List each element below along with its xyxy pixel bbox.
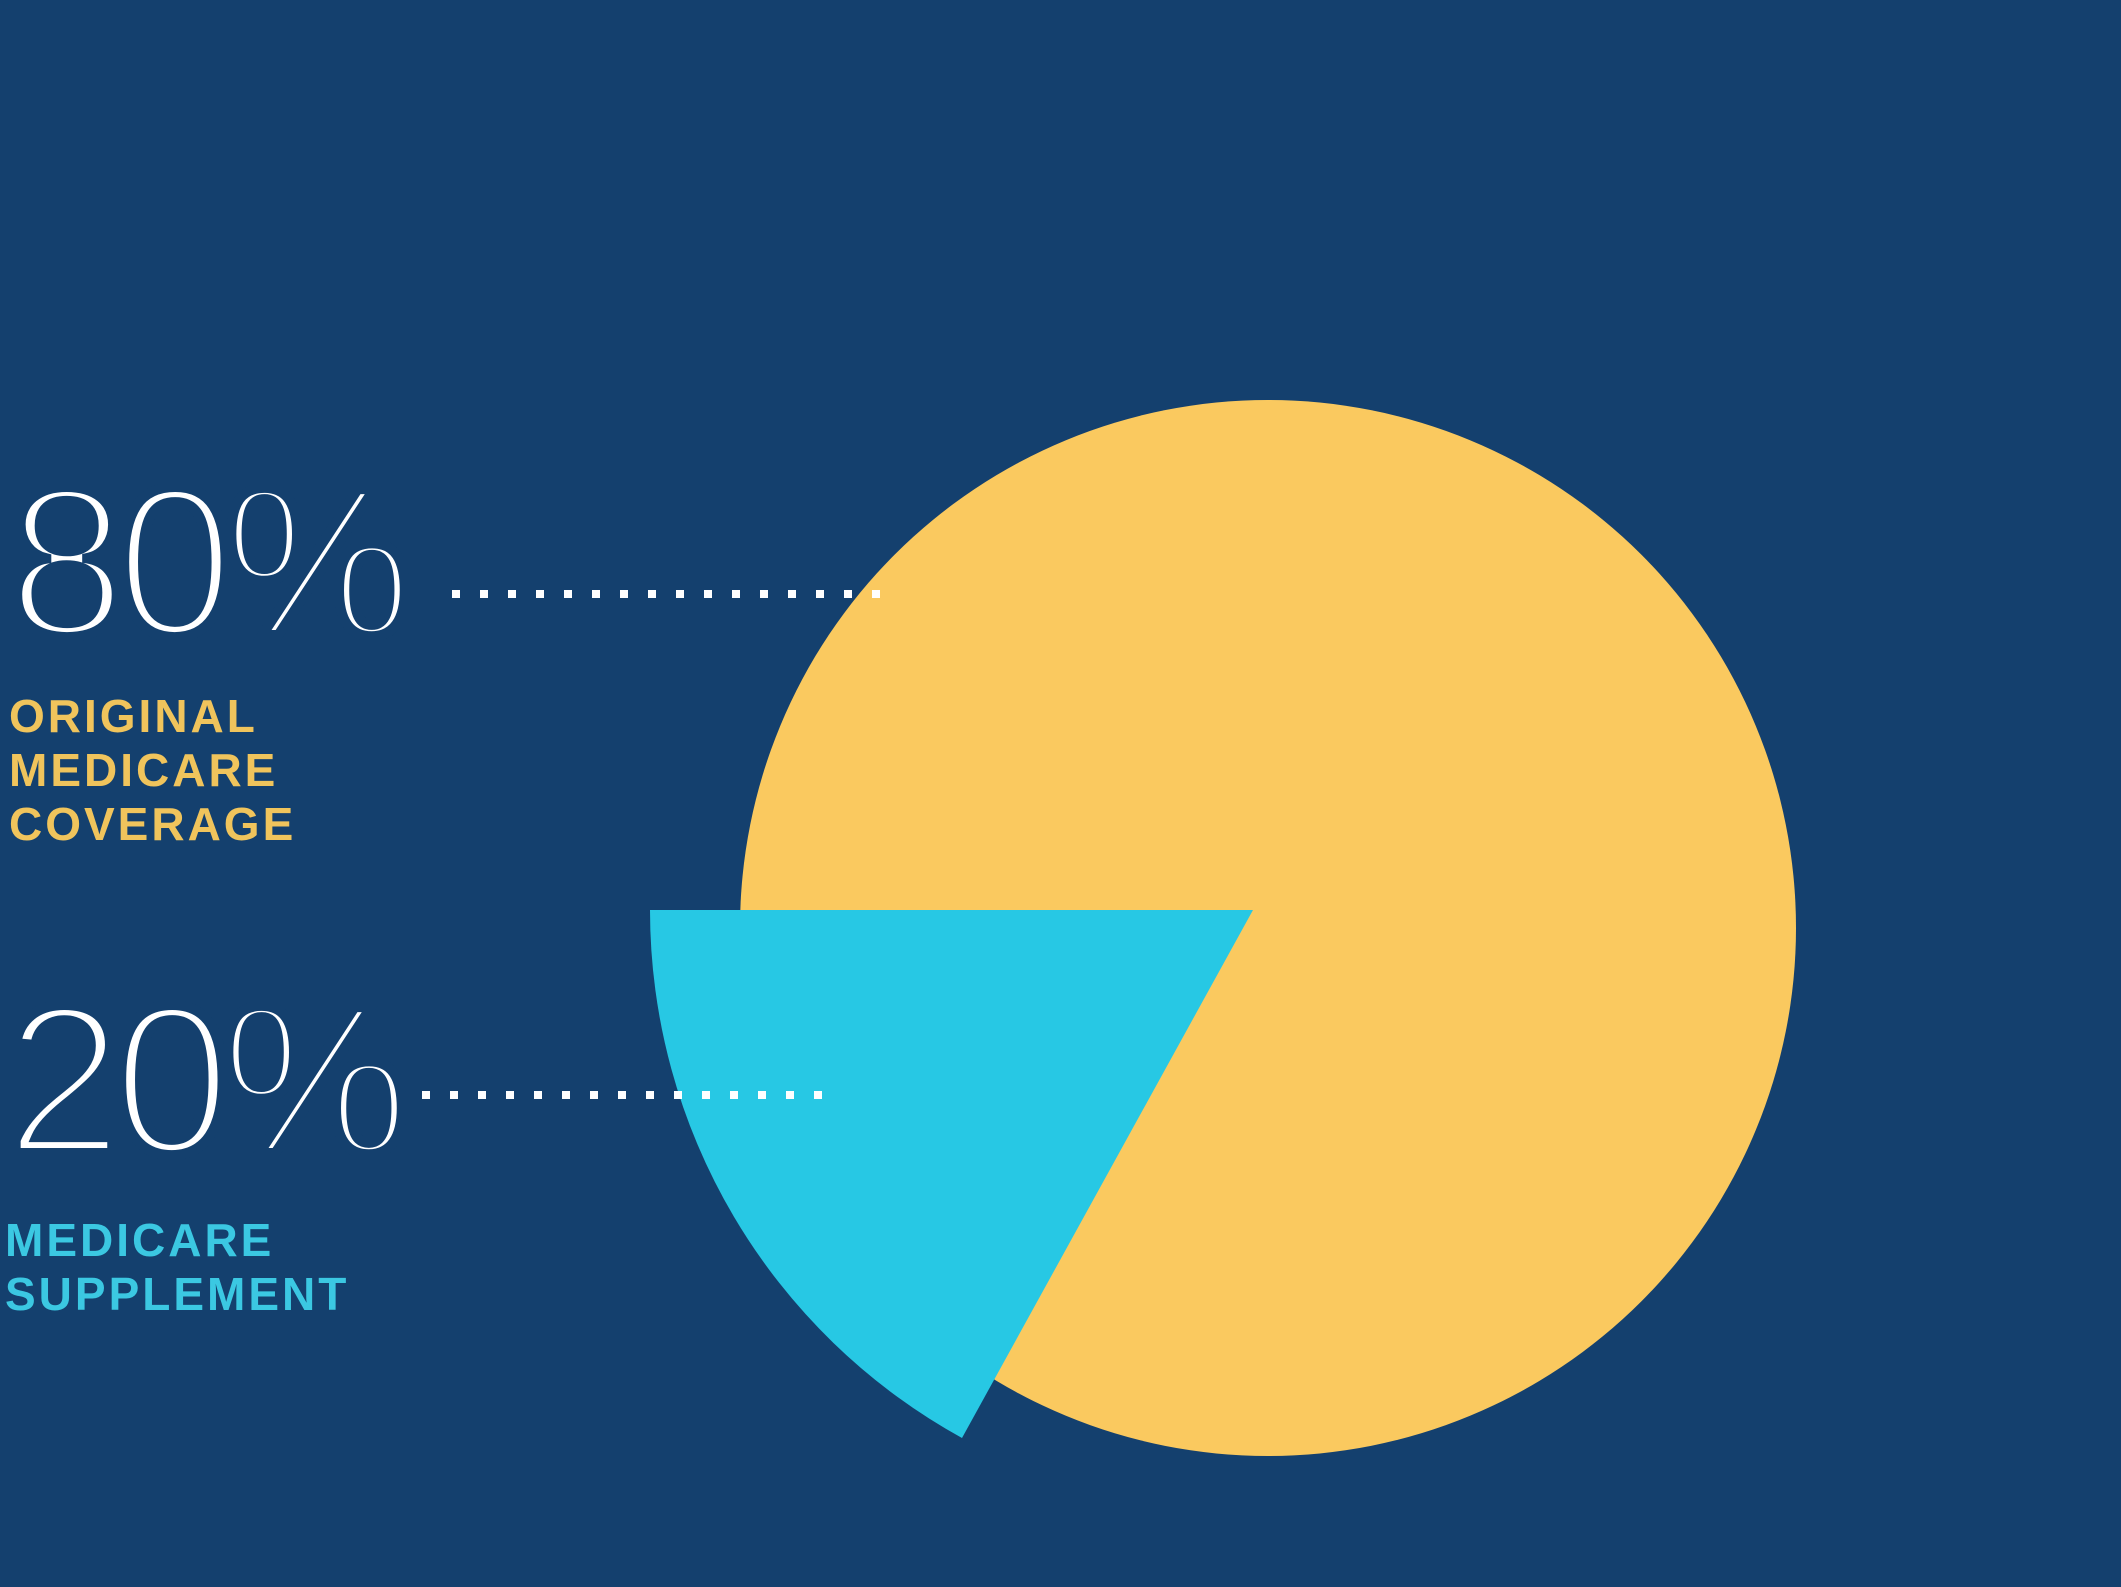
percent-value-80: 80%	[3, 443, 417, 680]
percent-value-20: 20%	[0, 961, 414, 1198]
slice-label-medicare-supplement: MEDICARE SUPPLEMENT	[5, 1214, 350, 1320]
slice-label-original-medicare: ORIGINAL MEDICARE COVERAGE	[9, 690, 297, 850]
pie-slice-medicare-supplement	[650, 910, 1253, 1438]
